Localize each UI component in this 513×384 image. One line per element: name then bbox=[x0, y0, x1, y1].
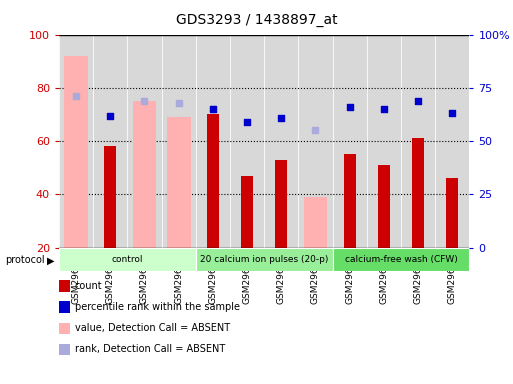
Bar bbox=[230, 35, 264, 248]
Text: control: control bbox=[112, 255, 143, 264]
Text: rank, Detection Call = ABSENT: rank, Detection Call = ABSENT bbox=[75, 344, 225, 354]
Bar bbox=[59, 248, 196, 271]
Text: protocol: protocol bbox=[5, 255, 45, 265]
Point bbox=[311, 127, 320, 134]
Point bbox=[141, 98, 149, 104]
Point bbox=[209, 106, 217, 112]
Point bbox=[346, 104, 354, 110]
Point bbox=[209, 106, 217, 112]
Bar bbox=[344, 154, 356, 248]
Bar bbox=[332, 35, 367, 248]
Bar bbox=[167, 117, 191, 248]
Point bbox=[72, 93, 80, 99]
Bar bbox=[93, 35, 127, 248]
Point bbox=[380, 106, 388, 112]
Bar bbox=[132, 101, 156, 248]
Bar bbox=[162, 35, 196, 248]
Text: percentile rank within the sample: percentile rank within the sample bbox=[75, 302, 240, 312]
Bar bbox=[412, 139, 424, 248]
Bar bbox=[446, 179, 458, 248]
Bar bbox=[196, 248, 332, 271]
Bar bbox=[64, 56, 88, 248]
Point bbox=[448, 110, 457, 116]
Text: GDS3293 / 1438897_at: GDS3293 / 1438897_at bbox=[175, 13, 338, 27]
Bar bbox=[127, 35, 162, 248]
Bar bbox=[196, 35, 230, 248]
Bar bbox=[104, 146, 116, 248]
Point bbox=[106, 113, 114, 119]
Bar bbox=[59, 35, 93, 248]
Bar bbox=[378, 165, 390, 248]
Text: ▶: ▶ bbox=[47, 255, 55, 265]
Bar bbox=[264, 35, 299, 248]
Text: value, Detection Call = ABSENT: value, Detection Call = ABSENT bbox=[75, 323, 230, 333]
Bar bbox=[332, 248, 469, 271]
Point bbox=[174, 100, 183, 106]
Bar bbox=[304, 197, 327, 248]
Bar bbox=[241, 176, 253, 248]
Point bbox=[414, 98, 422, 104]
Text: calcium-free wash (CFW): calcium-free wash (CFW) bbox=[345, 255, 458, 264]
Bar bbox=[367, 35, 401, 248]
Bar bbox=[207, 114, 219, 248]
Point bbox=[243, 119, 251, 125]
Text: count: count bbox=[75, 281, 103, 291]
Bar bbox=[435, 35, 469, 248]
Bar bbox=[299, 35, 332, 248]
Text: 20 calcium ion pulses (20-p): 20 calcium ion pulses (20-p) bbox=[200, 255, 328, 264]
Bar bbox=[401, 35, 435, 248]
Bar bbox=[275, 160, 287, 248]
Point bbox=[277, 114, 285, 121]
